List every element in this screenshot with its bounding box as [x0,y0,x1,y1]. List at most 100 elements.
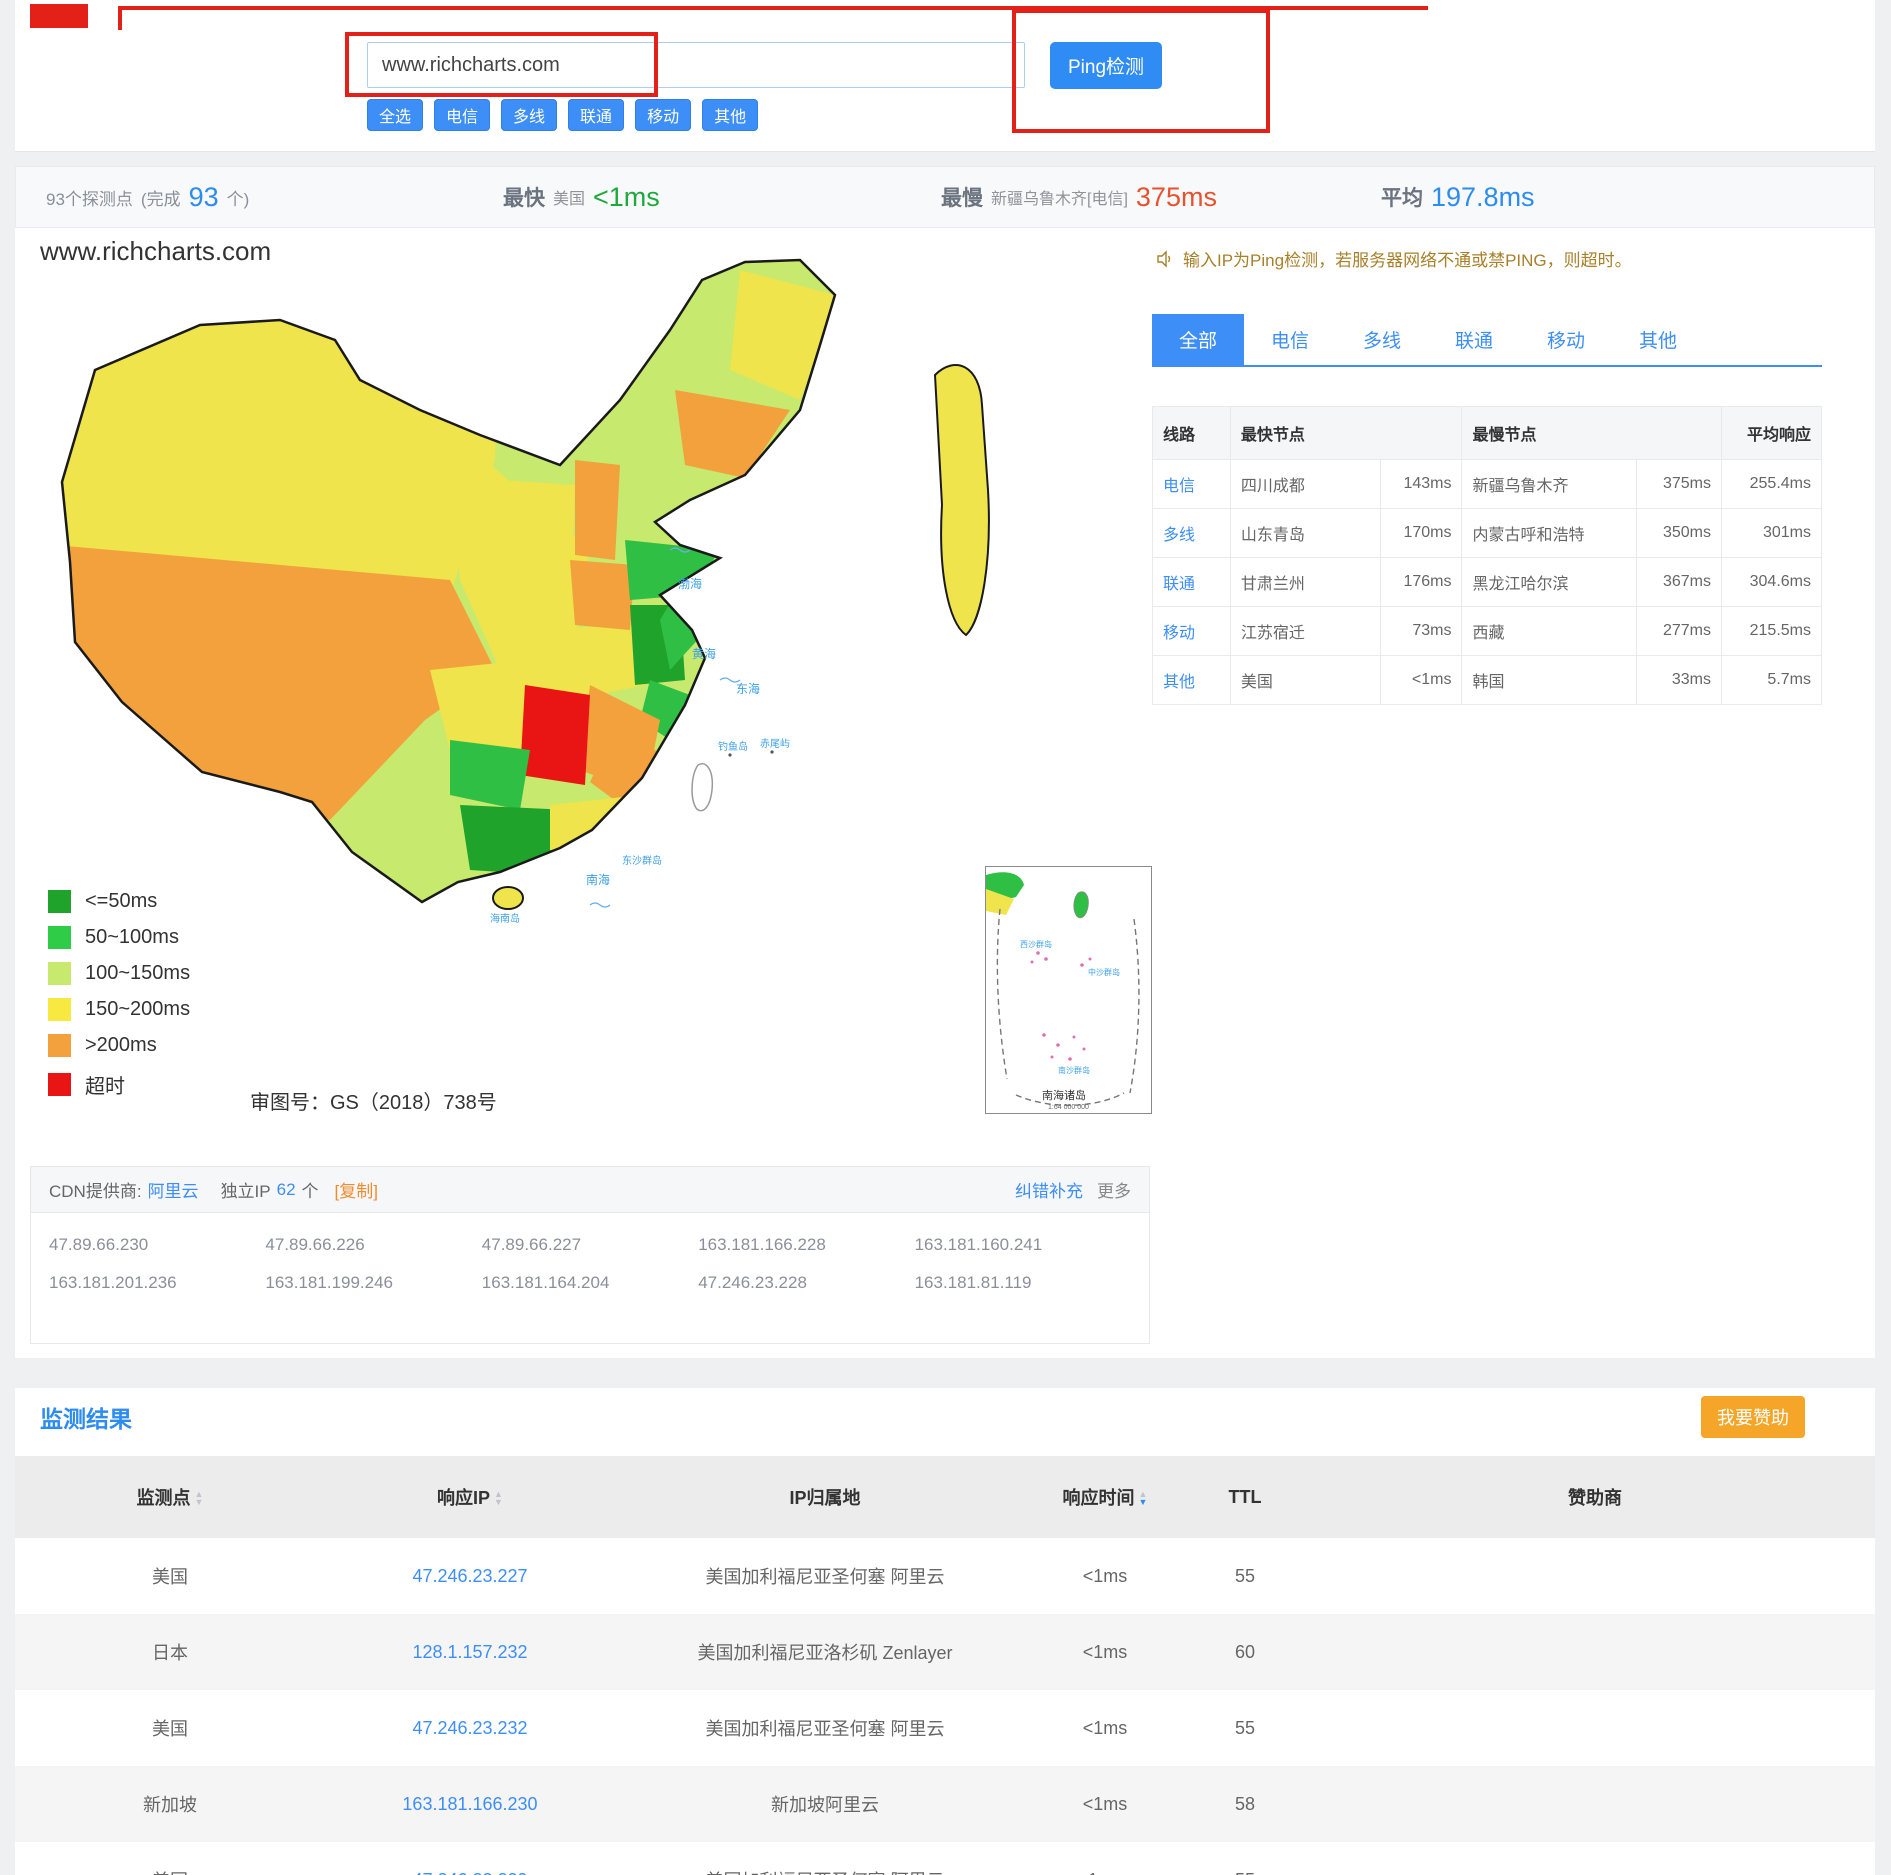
sea-label-diaoyu: 钓鱼岛 [718,740,748,753]
filter-telecom[interactable]: 电信 [434,99,491,131]
average-value: 197.8ms [1431,181,1535,212]
average-label: 平均 [1381,187,1423,210]
inset-label-zhongsha: 中沙群岛 [1088,967,1120,977]
legend-swatch [48,926,71,949]
cdn-more-link[interactable]: 更多 [1097,1182,1131,1201]
ip-link[interactable]: 163.181.166.230 [402,1793,538,1814]
col-slowest-node: 最慢节点 [1461,406,1722,460]
inset-dash-bottom [1015,1092,1125,1106]
ip-link[interactable]: 47.246.23.229 [412,1870,527,1875]
line-row: 多线 山东青岛 170ms 内蒙古呼和浩特 350ms 301ms [1152,508,1822,558]
notice-text: 输入IP为Ping检测，若服务器网络不通或禁PING，则超时。 [1183,251,1632,270]
tab-unicom[interactable]: 联通 [1454,331,1493,352]
results-card: 监测结果 我要赞助 监测点 ▲ ▼ 响应IP ▲ ▼ IP归属地 响应时间 ▲ ▼ TTL … [15,1388,1875,1875]
sea-label-nanhai: 南海 [586,872,610,887]
legend-item: 超时 [48,1070,190,1099]
ping-check-button[interactable]: Ping检测 [1050,42,1162,89]
url-input[interactable] [367,42,1025,88]
legend-swatch [48,890,71,913]
line-row: 联通 甘肃兰州 176ms 黑龙江哈尔滨 367ms 304.6ms [1152,557,1822,607]
taiwan-island [691,763,714,812]
map-title: www.richcharts.com [40,236,272,266]
cdn-ip: 163.181.81.119 [914,1273,1032,1292]
col-fastest-node: 最快节点 [1229,406,1463,460]
tab-other[interactable]: 其他 [1638,331,1677,352]
results-header-row: 监测点 ▲ ▼ 响应IP ▲ ▼ IP归属地 响应时间 ▲ ▼ TTL 赞助商 [15,1456,1875,1538]
map-approval-number: 审图号：GS（2018）738号 [250,1092,497,1114]
sea-label-dongsha: 东沙群岛 [622,854,662,867]
filter-all[interactable]: 全选 [367,99,424,131]
cdn-ip: 163.181.160.241 [914,1235,1043,1254]
tab-mobile[interactable]: 移动 [1546,331,1585,352]
filter-unicom[interactable]: 联通 [568,99,625,131]
sponsor-button[interactable]: 我要赞助 [1701,1396,1805,1438]
legend-item: 100~150ms [48,962,190,985]
ip-link[interactable]: 47.246.23.232 [412,1717,528,1738]
stat-average: 平均 197.8ms [1381,167,1535,227]
tab-all[interactable]: 全部 [1152,314,1244,365]
legend-swatch [48,1034,71,1057]
inset-dash-left [996,908,1008,1080]
line-link[interactable]: 电信 [1163,478,1196,495]
probe-done-prefix: (完成 [140,189,181,209]
legend-item: 150~200ms [48,998,190,1021]
stat-probes: 93个探测点 (完成 93 个) [46,167,249,227]
ip-link[interactable]: 47.246.23.227 [412,1565,528,1586]
cdn-ip: 163.181.199.246 [265,1273,394,1292]
inset-caption: 南海诸岛 [1042,1088,1086,1102]
sort-ip[interactable]: 响应IP ▲ ▼ [325,1456,615,1538]
search-card: Ping检测 全选 电信 多线 联通 移动 其他 [15,0,1875,152]
filter-other[interactable]: 其他 [702,99,759,131]
ip-link[interactable]: 128.1.157.232 [412,1641,528,1662]
wave-mark [669,547,691,553]
sort-point[interactable]: 监测点 ▲ ▼ [15,1456,325,1538]
inset-coast-yellow [986,889,1014,915]
result-row: 新加坡 163.181.166.230 新加坡阿里云 <1ms 58 [15,1766,1875,1842]
cdn-ip: 163.181.166.228 [698,1235,826,1254]
region-hubei [510,625,645,700]
filter-mobile[interactable]: 移动 [635,99,692,131]
east-landmass [933,364,990,637]
filter-multi[interactable]: 多线 [501,99,558,131]
cdn-ip-unit: 个 [301,1182,319,1201]
cdn-correction-link[interactable]: 纠错补充 [1015,1182,1083,1201]
line-link[interactable]: 联通 [1163,576,1196,593]
speaker-icon [1157,249,1171,268]
mainland-outline [60,258,837,904]
legend-item: 50~100ms [48,926,190,949]
line-link[interactable]: 其他 [1163,674,1196,691]
inset-coast-green [986,872,1024,899]
hainan-island [492,886,524,910]
island-dot [728,753,732,757]
legend-item: >200ms [48,1034,190,1057]
wave-mark [719,677,741,683]
cdn-ip: 163.181.164.204 [481,1273,610,1292]
legend-swatch [48,1073,71,1096]
line-link[interactable]: 多线 [1163,527,1196,544]
filter-row: 全选 电信 多线 联通 移动 其他 [367,99,759,131]
result-row: 美国 47.246.23.227 美国加利福尼亚圣何塞 阿里云 <1ms 55 [152,1565,1256,1588]
results-title: 监测结果 [40,1406,132,1432]
sort-time[interactable]: 响应时间 ▲ ▼ [1035,1456,1175,1538]
cdn-provider-link[interactable]: 阿里云 [147,1182,199,1201]
line-link[interactable]: 移动 [1163,625,1196,642]
tab-multi[interactable]: 多线 [1362,331,1401,352]
col-ttl: TTL [1175,1456,1315,1538]
cdn-ip: 47.89.66.230 [49,1235,149,1254]
ping-notice: 输入IP为Ping检测，若服务器网络不通或禁PING，则超时。 [1155,246,1632,271]
tab-telecom[interactable]: 电信 [1270,331,1309,352]
legend-swatch [48,998,71,1021]
result-row: 美国 47.246.23.229 美国加利福尼亚圣何塞 阿里云 1ms 55 [15,1842,1875,1875]
region-fujian [590,730,665,810]
china-latency-map: 渤海 黄海 东海 钓鱼岛 赤尾屿 东沙群岛 南海 海南岛 [60,258,990,925]
col-location: IP归属地 [615,1456,1035,1538]
cdn-copy-button[interactable]: [复制] [334,1182,378,1201]
sea-label-hainandao: 海南岛 [490,912,520,925]
annotation-red-line [118,6,1428,10]
slowest-label: 最慢 [941,187,983,210]
sea-label-huanghai: 黄海 [692,646,716,661]
legend-item: <=50ms [48,890,190,913]
inset-scale: 1:64 000 000 [1048,1104,1089,1111]
col-sponsor: 赞助商 [1315,1456,1875,1538]
cdn-provider-label: CDN提供商: [49,1182,142,1201]
